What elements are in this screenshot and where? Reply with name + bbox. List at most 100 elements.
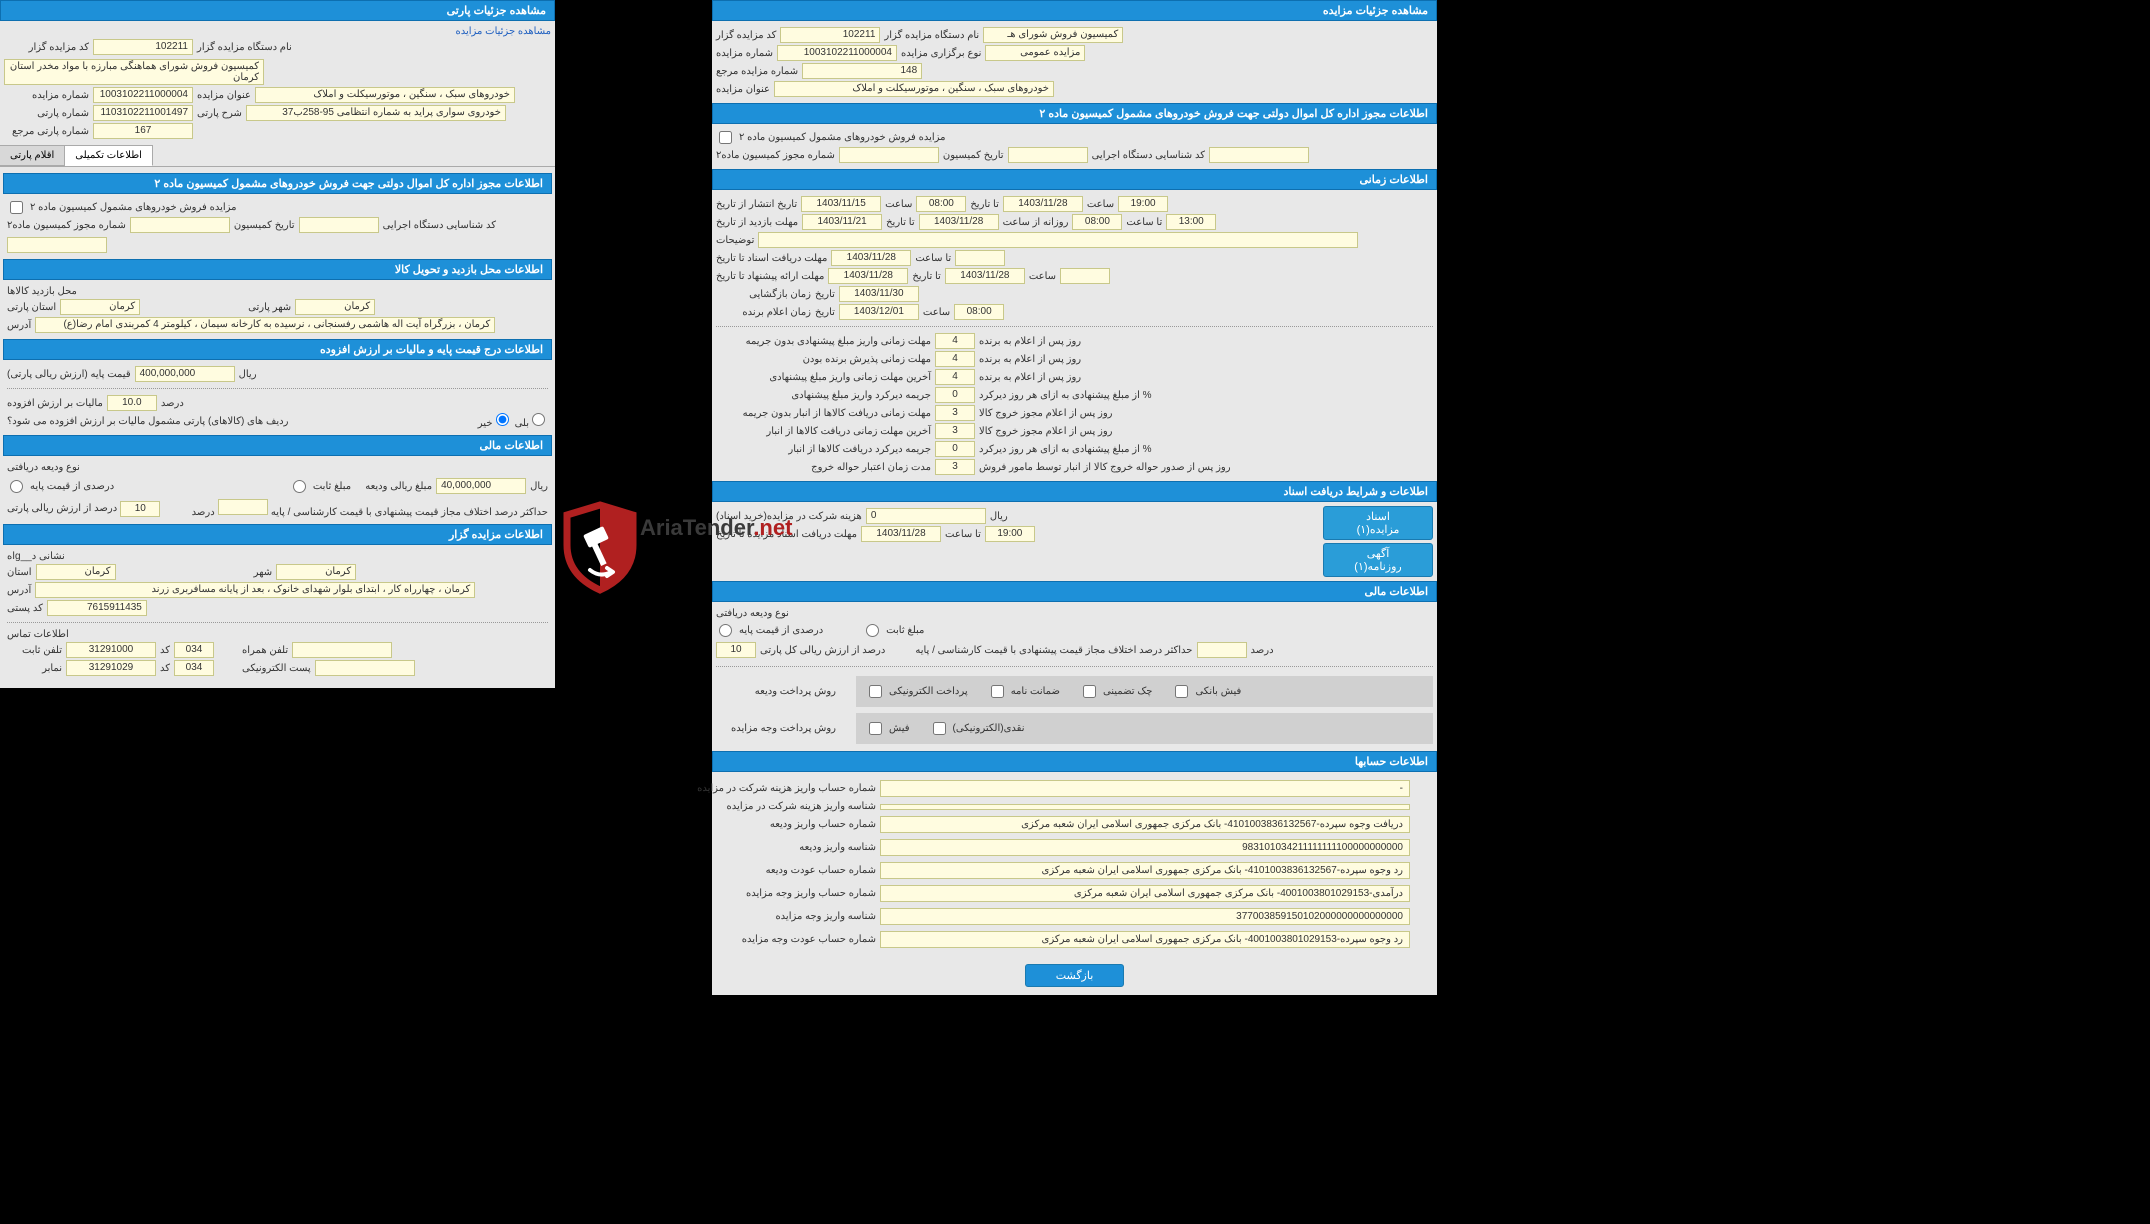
label: روزانه از ساعت	[1003, 217, 1069, 228]
label: شماره مجوز کمیسیون ماده۲	[7, 220, 126, 231]
label: توضیحات	[716, 235, 754, 246]
label: درصدی از قیمت پایه	[30, 481, 114, 492]
label: تا تاریخ	[886, 217, 915, 228]
label: آخرین مهلت زمانی دریافت کالاها از انبار	[716, 426, 931, 437]
l-deposit-percent-radio[interactable]	[10, 480, 23, 493]
l-org-code	[7, 237, 107, 253]
label: شماره پارتی	[4, 108, 89, 119]
tab-extra-info[interactable]: اطلاعات تکمیلی	[64, 145, 153, 166]
l-lot-no: 1103102211001497	[93, 105, 193, 121]
label: روز پس از اعلام مجوز خروج کالا	[979, 408, 1113, 419]
art2-checkbox[interactable]	[719, 131, 732, 144]
section-header-org: اطلاعات مزایده گزار	[3, 524, 552, 545]
label: نام دستگاه مزایده گزار	[197, 42, 292, 53]
label: کد شناسایی دستگاه اجرایی	[383, 220, 496, 231]
label: شناسه واریز هزینه شرکت در مزایده	[716, 801, 876, 812]
doc-time: 19:00	[985, 526, 1035, 542]
vat-no-radio[interactable]	[496, 413, 509, 426]
label: ریال	[530, 481, 548, 492]
label: تلفن همراه	[242, 645, 288, 656]
label: ساعت	[923, 307, 950, 318]
label: شماره حساب عودت ودیعه	[716, 865, 876, 876]
label: روز پس از اعلام مجوز خروج کالا	[979, 426, 1113, 437]
d6-value: 3	[935, 423, 975, 439]
pay-check-checkbox[interactable]	[1083, 685, 1096, 698]
label: کد	[160, 663, 170, 674]
label: نشانی د__gاه	[7, 551, 65, 562]
doc-deadline-time	[955, 250, 1005, 266]
publish-from-date: 1403/11/15	[801, 196, 881, 212]
label: درصد	[1251, 645, 1274, 656]
tabs: اقلام پارتی اطلاعات تکمیلی	[0, 145, 555, 167]
vat-yes-radio[interactable]	[532, 413, 545, 426]
label: شماره مجوز کمیسیون ماده۲	[716, 150, 835, 161]
d5-value: 3	[935, 405, 975, 421]
label: مبلغ ثابت	[886, 625, 924, 636]
shield-hammer-icon	[555, 500, 645, 595]
label: شماره مزایده	[4, 90, 89, 101]
acc-7: 377003859150102000000000000000	[880, 908, 1410, 925]
label: جریمه دیرکرد دریافت کالاها از انبار	[716, 444, 931, 455]
label: % از مبلغ پیشنهادی به ازای هر روز دیرکرد	[979, 444, 1152, 455]
label: ساعت	[1087, 199, 1114, 210]
ref-number: 148	[802, 63, 922, 79]
label: عنوان مزایده	[716, 84, 770, 95]
label: کد مزایده گزار	[716, 30, 776, 41]
label: نوع ودیعه دریافتی	[716, 608, 789, 619]
label: تاریخ	[815, 307, 835, 318]
label: ساعت	[1029, 271, 1056, 282]
offer-time	[1060, 268, 1110, 284]
fax-code: 034	[174, 660, 214, 676]
permit-no	[839, 147, 939, 163]
offer-to-date: 1403/11/28	[945, 268, 1025, 284]
deposit-fixed-radio[interactable]	[866, 624, 879, 637]
label: مزایده فروش خودروهای مشمول کمیسیون ماده …	[739, 132, 946, 143]
deposit-percent-radio[interactable]	[719, 624, 732, 637]
l-org: کمیسیون فروش شورای هماهنگی مبارزه با موا…	[4, 59, 264, 85]
label: شهر	[254, 567, 273, 578]
l-deposit-fixed-radio[interactable]	[293, 480, 306, 493]
label: مهلت بازدید از تاریخ	[716, 217, 798, 228]
label: روش پرداخت وجه مزایده	[716, 723, 836, 734]
pay-cash-checkbox[interactable]	[933, 722, 946, 735]
label: شماره مزایده مرجع	[716, 66, 798, 77]
l-auction-no: 1003102211000004	[93, 87, 193, 103]
vat-value: 10.0	[107, 395, 157, 411]
label: آدرس	[7, 585, 31, 596]
label: کد شناسایی دستگاه اجرایی	[1092, 150, 1205, 161]
pay-slip-checkbox[interactable]	[869, 722, 882, 735]
label: ریال	[990, 511, 1008, 522]
l-art2-checkbox[interactable]	[10, 201, 23, 214]
newspaper-ad-button[interactable]: آگهی روزنامه(۱)	[1323, 543, 1433, 577]
label: مهلت زمانی پذیرش برنده بودن	[716, 354, 931, 365]
label: مهلت ارائه پیشنهاد تا تاریخ	[716, 271, 824, 282]
pay-electronic-checkbox[interactable]	[869, 685, 882, 698]
l-permit-no	[130, 217, 230, 233]
label: جریمه دیرکرد واریز مبلغ پیشنهادی	[716, 390, 931, 401]
label: ردیف های (کالاهای) پارتی مشمول مالیات بر…	[7, 416, 288, 427]
permit-date	[1008, 147, 1088, 163]
notes	[758, 232, 1358, 248]
label: نوع برگزاری مزایده	[901, 48, 981, 59]
lot-details-panel: مشاهده جزئیات پارتی مشاهده جزئیات مزایده…	[0, 0, 555, 688]
org-name: کمیسیون فروش شورای هـ	[983, 27, 1123, 43]
label: نام دستگاه مزایده گزار	[884, 30, 979, 41]
label: پست الکترونیکی	[242, 663, 311, 674]
pay-guarantee-checkbox[interactable]	[991, 685, 1004, 698]
label: تاریخ	[815, 289, 835, 300]
label: روز پس از اعلام به برنده	[979, 354, 1081, 365]
label: آخرین مهلت زمانی واریز مبلغ پیشنهادی	[716, 372, 931, 383]
label: مالیات بر ارزش افزوده	[7, 398, 103, 409]
label: تا ساعت	[1126, 217, 1162, 228]
auction-docs-button[interactable]: اسناد مزایده(۱)	[1323, 506, 1433, 540]
d7-value: 0	[935, 441, 975, 457]
label: شماره مزایده	[716, 48, 773, 59]
auction-code: 102211	[780, 27, 880, 43]
view-auction-link[interactable]: مشاهده جزئیات مزایده	[455, 26, 551, 37]
d1-value: 4	[935, 333, 975, 349]
back-button[interactable]: بازگشت	[1025, 964, 1125, 987]
pay-bank-slip-checkbox[interactable]	[1175, 685, 1188, 698]
label: تاریخ کمیسیون	[943, 150, 1004, 161]
label: حداکثر درصد اختلاف مجاز قیمت پیشنهادی با…	[915, 645, 1192, 656]
tab-lot-items[interactable]: اقلام پارتی	[0, 145, 65, 166]
